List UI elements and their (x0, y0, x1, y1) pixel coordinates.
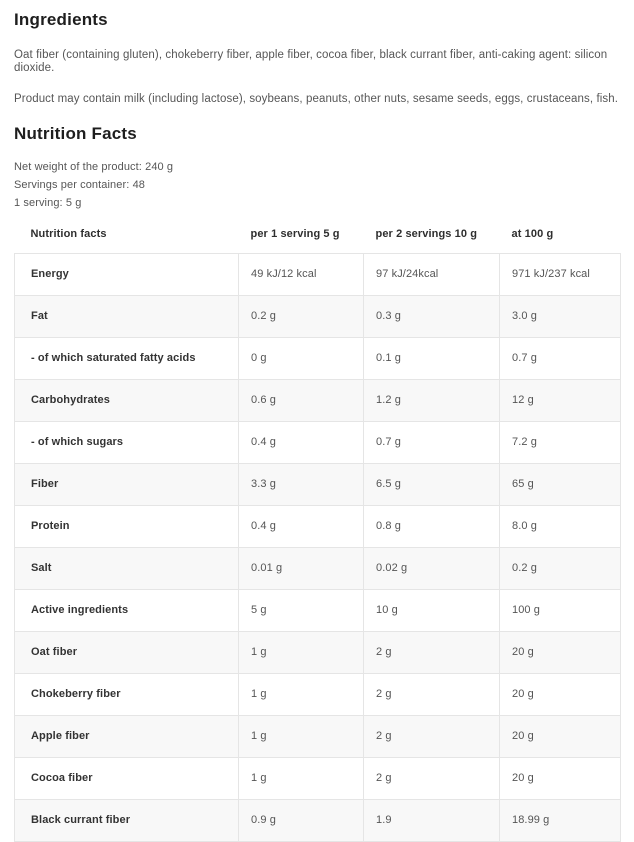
nutrient-value-cell: 1 g (238, 757, 364, 800)
nutrient-value-cell: 3.0 g (499, 295, 621, 338)
nutrient-value-cell: 1 g (238, 673, 364, 716)
nutrient-value-cell: 0.2 g (499, 547, 621, 590)
nutrient-value-cell: 0.7 g (499, 337, 621, 380)
table-row: Black currant fiber 0.9 g 1.9 18.99 g (14, 799, 621, 842)
nutrient-value-cell: 971 kJ/237 kcal (499, 253, 621, 296)
nutrient-label-cell: Cocoa fiber (14, 757, 239, 800)
nutrient-label-cell: Energy (14, 253, 239, 296)
net-weight-line: Net weight of the product: 240 g (14, 161, 174, 173)
table-row: Fat 0.2 g 0.3 g 3.0 g (14, 295, 621, 338)
nutrient-label-cell: Black currant fiber (14, 799, 239, 842)
nutrient-value-cell: 8.0 g (499, 505, 621, 548)
nutrient-value-cell: 20 g (499, 631, 621, 674)
nutrient-value-cell: 0 g (238, 337, 364, 380)
nutrient-value-cell: 65 g (499, 463, 621, 506)
nutrient-value-cell: 49 kJ/12 kcal (238, 253, 364, 296)
nutrient-value-cell: 3.3 g (238, 463, 364, 506)
nutrient-value-cell: 1.9 (363, 799, 500, 842)
nutrient-value-cell: 1.2 g (363, 379, 500, 422)
nutrition-table-header: Nutrition facts per 1 serving 5 g per 2 … (15, 228, 621, 254)
nutrient-value-cell: 18.99 g (499, 799, 621, 842)
nutrient-label-cell: Protein (14, 505, 239, 548)
nutrient-value-cell: 2 g (363, 673, 500, 716)
nutrient-value-cell: 2 g (363, 631, 500, 674)
nutrient-value-cell: 12 g (499, 379, 621, 422)
nutrient-label-cell: Active ingredients (14, 589, 239, 632)
nutrient-value-cell: 10 g (363, 589, 500, 632)
allergen-notice-text: Product may contain milk (including lact… (14, 93, 619, 105)
nutrient-value-cell: 20 g (499, 673, 621, 716)
header-row: Nutrition facts per 1 serving 5 g per 2 … (15, 228, 621, 254)
nutrient-value-cell: 0.8 g (363, 505, 500, 548)
nutrient-label-cell: Salt (14, 547, 239, 590)
nutrient-label-cell: Chokeberry fiber (14, 673, 239, 716)
nutrient-value-cell: 1 g (238, 715, 364, 758)
nutrition-facts-heading: Nutrition Facts (14, 124, 137, 143)
column-header-nutrition-facts: Nutrition facts (30, 228, 107, 240)
nutrient-value-cell: 0.9 g (238, 799, 364, 842)
table-row: Fiber 3.3 g 6.5 g 65 g (14, 463, 621, 506)
nutrient-value-cell: 0.2 g (238, 295, 364, 338)
nutrient-value-cell: 0.4 g (238, 421, 364, 464)
nutrient-value-cell: 20 g (499, 715, 621, 758)
nutrient-label-cell: Apple fiber (14, 715, 239, 758)
nutrient-value-cell: 2 g (363, 715, 500, 758)
nutrient-value-cell: 0.3 g (363, 295, 500, 338)
table-row: Active ingredients 5 g 10 g 100 g (14, 589, 621, 632)
nutrient-label-cell: - of which saturated fatty acids (14, 337, 239, 380)
ingredients-heading: Ingredients (14, 10, 108, 29)
nutrient-value-cell: 2 g (363, 757, 500, 800)
nutrient-label-cell: Fiber (14, 463, 239, 506)
table-row: Protein 0.4 g 0.8 g 8.0 g (14, 505, 621, 548)
nutrient-label-cell: - of which sugars (14, 421, 239, 464)
nutrient-label-cell: Oat fiber (14, 631, 239, 674)
ingredients-composition-text: Oat fiber (containing gluten), chokeberr… (14, 49, 608, 74)
column-header-per-2-servings: per 2 servings 10 g (375, 228, 478, 240)
column-header-at-100g: at 100 g (511, 228, 554, 240)
nutrient-value-cell: 0.02 g (363, 547, 500, 590)
nutrient-value-cell: 100 g (499, 589, 621, 632)
nutrient-value-cell: 0.4 g (238, 505, 364, 548)
table-row: Carbohydrates 0.6 g 1.2 g 12 g (14, 379, 621, 422)
nutrient-label-cell: Carbohydrates (14, 379, 239, 422)
nutrient-label-cell: Fat (14, 295, 239, 338)
nutrient-value-cell: 97 kJ/24kcal (363, 253, 500, 296)
nutrient-value-cell: 20 g (499, 757, 621, 800)
nutrient-value-cell: 6.5 g (363, 463, 500, 506)
serving-size-line: 1 serving: 5 g (14, 197, 82, 209)
table-row: - of which saturated fatty acids 0 g 0.1 g… (14, 337, 621, 380)
nutrient-value-cell: 7.2 g (499, 421, 621, 464)
nutrient-value-cell: 0.6 g (238, 379, 364, 422)
nutrition-table-body: Energy 49 kJ/12 kcal 97 kJ/24kcal 971 kJ/23… (14, 253, 621, 842)
nutrient-value-cell: 0.1 g (363, 337, 500, 380)
nutrient-value-cell: 0.7 g (363, 421, 500, 464)
nutrient-value-cell: 0.01 g (238, 547, 364, 590)
nutrient-value-cell: 1 g (238, 631, 364, 674)
table-row: Energy 49 kJ/12 kcal 97 kJ/24kcal 971 kJ/23… (14, 253, 621, 296)
column-header-per-1-serving: per 1 serving 5 g (250, 228, 340, 240)
nutrition-facts-table: Nutrition facts per 1 serving 5 g per 2 … (14, 228, 621, 842)
servings-per-container-line: Servings per container: 48 (14, 179, 146, 191)
table-row: Salt 0.01 g 0.02 g 0.2 g (14, 547, 621, 590)
table-row: - of which sugars 0.4 g 0.7 g 7.2 g (14, 421, 621, 464)
nutrient-value-cell: 5 g (238, 589, 364, 632)
